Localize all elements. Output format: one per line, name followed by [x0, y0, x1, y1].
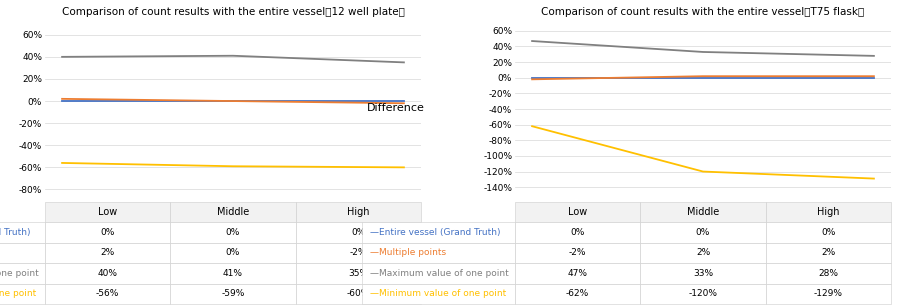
Y-axis label: Difference: Difference: [367, 103, 425, 113]
Title: Comparison of count results with the entire vessel（T75 flask）: Comparison of count results with the ent…: [542, 6, 865, 17]
Title: Comparison of count results with the entire vessel（12 well plate）: Comparison of count results with the ent…: [61, 6, 404, 17]
